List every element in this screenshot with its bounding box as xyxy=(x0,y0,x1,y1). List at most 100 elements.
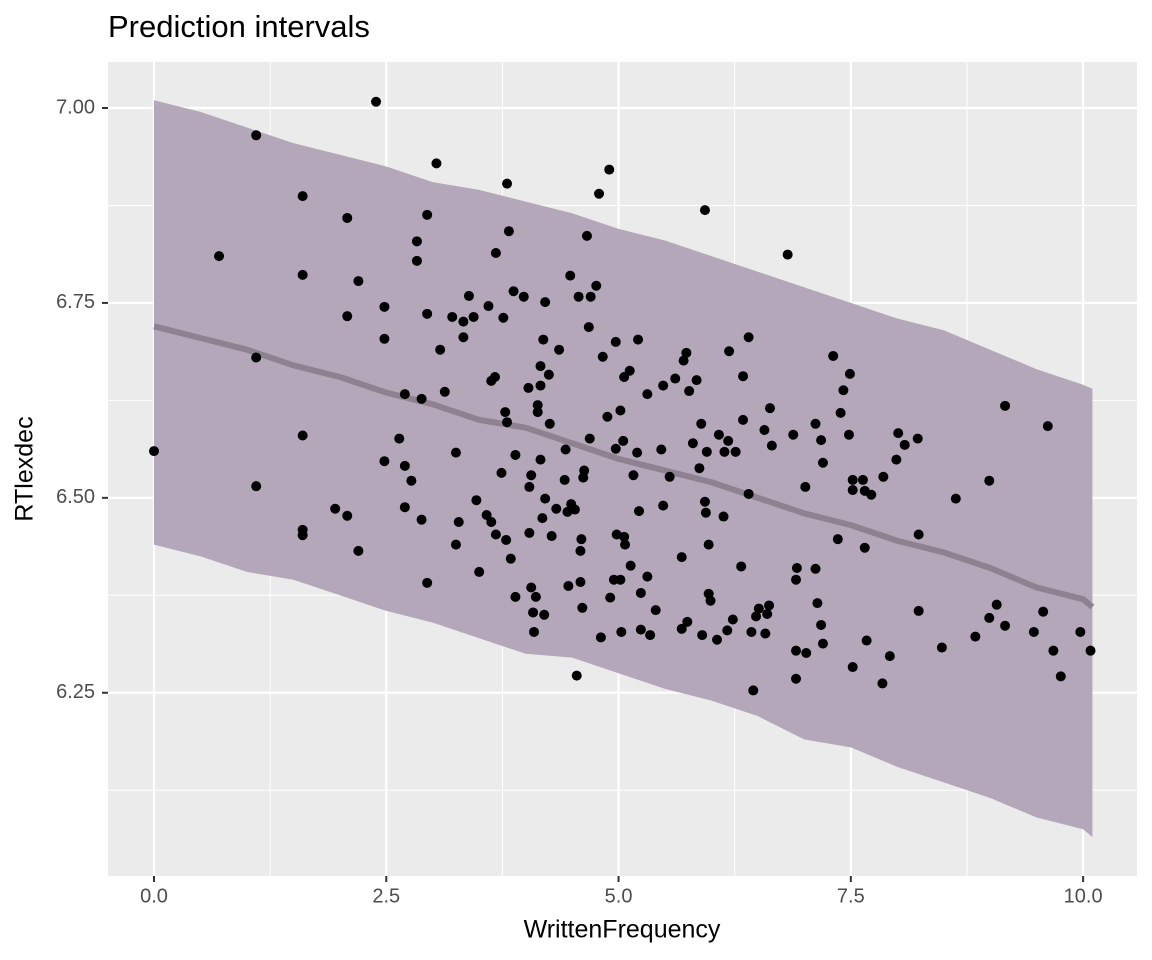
data-point xyxy=(891,454,902,465)
data-point xyxy=(751,611,762,622)
data-point xyxy=(844,368,855,379)
data-point xyxy=(591,280,602,291)
data-point xyxy=(435,344,446,355)
data-point xyxy=(526,470,537,481)
data-point xyxy=(712,634,723,645)
data-point xyxy=(812,598,823,609)
data-point xyxy=(342,212,353,223)
data-point xyxy=(691,375,702,386)
data-point xyxy=(694,463,705,474)
data-point xyxy=(884,651,895,662)
data-point xyxy=(524,527,535,538)
data-point xyxy=(544,418,555,429)
x-tick-label: 2.5 xyxy=(372,885,400,907)
data-point xyxy=(615,405,626,416)
data-point xyxy=(447,311,458,322)
data-point xyxy=(450,447,461,458)
data-point xyxy=(342,311,353,322)
data-point xyxy=(727,614,738,625)
data-point xyxy=(656,444,667,455)
data-point xyxy=(214,251,225,262)
data-point xyxy=(597,351,608,362)
data-point xyxy=(379,456,390,467)
data-point xyxy=(791,574,802,585)
data-point xyxy=(439,386,450,397)
data-point xyxy=(463,290,474,301)
data-point xyxy=(736,561,747,572)
data-point xyxy=(791,563,802,574)
data-point xyxy=(746,626,757,637)
data-point xyxy=(342,510,353,521)
data-point xyxy=(543,369,554,380)
data-point xyxy=(594,188,605,199)
data-point xyxy=(718,511,729,522)
data-point xyxy=(468,311,479,322)
data-point xyxy=(483,301,494,312)
data-point xyxy=(912,433,923,444)
data-point xyxy=(605,592,616,603)
data-point xyxy=(684,386,695,397)
data-point xyxy=(490,248,501,259)
data-point xyxy=(486,517,497,528)
data-point xyxy=(251,481,262,492)
data-point xyxy=(645,630,656,641)
data-point xyxy=(554,344,565,355)
data-point xyxy=(416,393,427,404)
data-point xyxy=(148,446,159,457)
data-point xyxy=(416,514,427,525)
data-point xyxy=(583,322,594,333)
data-point xyxy=(490,529,501,540)
data-point xyxy=(719,446,730,457)
x-tick-label: 0.0 xyxy=(140,885,168,907)
data-point xyxy=(625,560,636,571)
data-point xyxy=(764,600,775,611)
data-point xyxy=(817,457,828,468)
data-point xyxy=(399,389,410,400)
data-point xyxy=(810,418,821,429)
data-point xyxy=(743,332,754,343)
data-point xyxy=(616,626,627,637)
data-point xyxy=(676,623,687,634)
data-point xyxy=(703,539,714,550)
data-point xyxy=(705,595,716,606)
data-point xyxy=(471,495,482,506)
fit-line xyxy=(153,323,1095,610)
data-point xyxy=(801,648,812,659)
data-point xyxy=(353,545,364,556)
data-point xyxy=(523,382,534,393)
data-point xyxy=(510,449,521,460)
data-point xyxy=(913,529,924,540)
x-tick-label: 5.0 xyxy=(605,885,633,907)
data-point xyxy=(585,291,596,302)
data-point xyxy=(847,485,858,496)
data-point xyxy=(422,577,433,588)
data-point xyxy=(843,429,854,440)
data-point xyxy=(297,430,308,441)
data-point xyxy=(791,673,802,684)
data-point xyxy=(832,534,843,545)
data-point xyxy=(676,552,687,563)
data-point xyxy=(722,625,733,636)
data-point xyxy=(847,662,858,673)
data-point xyxy=(458,332,469,343)
data-point xyxy=(970,631,981,642)
data-point xyxy=(399,460,410,471)
data-point xyxy=(619,531,630,542)
data-point xyxy=(700,507,711,518)
data-point xyxy=(576,534,587,545)
data-point xyxy=(791,645,802,656)
data-point xyxy=(330,503,341,514)
data-point xyxy=(297,269,308,280)
data-point xyxy=(496,467,507,478)
data-point xyxy=(500,407,511,418)
data-point xyxy=(530,591,541,602)
data-point xyxy=(936,642,947,653)
data-point xyxy=(748,685,759,696)
y-tick-label: 6.50 xyxy=(56,486,95,508)
data-point xyxy=(760,628,771,639)
data-point xyxy=(878,471,889,482)
data-point xyxy=(571,670,582,681)
data-point xyxy=(394,433,405,444)
data-point xyxy=(817,638,828,649)
data-point xyxy=(528,607,539,618)
